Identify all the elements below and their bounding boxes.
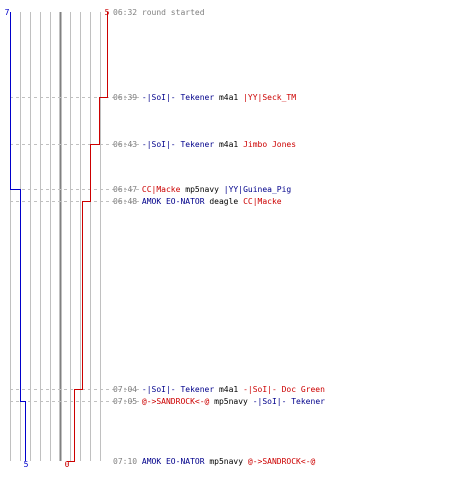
- event-part: m4a1: [214, 93, 243, 102]
- event-time: 07:10: [113, 457, 142, 466]
- event-part: m4a1: [214, 140, 243, 149]
- event-row: 07:04 -|SoI|- Tekener m4a1 -|SoI|- Doc G…: [113, 385, 325, 394]
- blue-team-line: [10, 12, 26, 461]
- event-part: -|SoI|- Tekener: [142, 93, 214, 102]
- event-part: -|SoI|- Tekener: [142, 385, 214, 394]
- event-part: mp5navy: [205, 457, 248, 466]
- event-part: mp5navy: [209, 397, 252, 406]
- event-time: 06:39: [113, 93, 142, 102]
- event-part: AMOK EO-NATOR: [142, 197, 205, 206]
- event-part: |YY|Guinea_Pig: [224, 185, 292, 194]
- event-part: -|SoI|- Doc Green: [243, 385, 325, 394]
- event-row: 06:39 -|SoI|- Tekener m4a1 |YY|Seck_TM: [113, 93, 296, 102]
- event-row: 06:43 -|SoI|- Tekener m4a1 Jimbo Jones: [113, 140, 296, 149]
- event-time: 07:04: [113, 385, 142, 394]
- event-part: round started: [142, 8, 205, 17]
- event-part: -|SoI|- Tekener: [142, 140, 214, 149]
- event-part: CC|Macke: [243, 197, 282, 206]
- event-time: 06:43: [113, 140, 142, 149]
- event-part: |YY|Seck_TM: [243, 93, 296, 102]
- event-part: Jimbo Jones: [243, 140, 296, 149]
- event-dash-lines: [10, 97, 140, 402]
- blue-start-score: 7: [5, 8, 10, 17]
- event-time: 07:05: [113, 397, 142, 406]
- timeline-grid: [10, 12, 101, 461]
- event-part: CC|Macke: [142, 185, 181, 194]
- red-end-score: 0: [65, 460, 70, 469]
- event-part: mp5navy: [180, 185, 223, 194]
- blue-end-score: 5: [24, 460, 29, 469]
- event-row: 07:05 @->SANDROCK<-@ mp5navy -|SoI|- Tek…: [113, 397, 325, 406]
- event-row: 06:32 round started: [113, 8, 205, 17]
- event-part: @->SANDROCK<-@: [248, 457, 316, 466]
- event-time: 06:48: [113, 197, 142, 206]
- event-part: deagle: [205, 197, 244, 206]
- event-part: AMOK EO-NATOR: [142, 457, 205, 466]
- event-row: 06:48 AMOK EO-NATOR deagle CC|Macke: [113, 197, 282, 206]
- event-part: -|SoI|- Tekener: [253, 397, 325, 406]
- red-team-line: [67, 12, 108, 462]
- event-log: 06:32 round started 06:39 -|SoI|- Tekener…: [113, 8, 325, 466]
- event-row: 06:47 CC|Macke mp5navy |YY|Guinea_Pig: [113, 185, 291, 194]
- red-start-score: 5: [105, 8, 110, 17]
- event-row: 07:10 AMOK EO-NATOR mp5navy @->SANDROCK<…: [113, 457, 316, 466]
- event-time: 06:32: [113, 8, 142, 17]
- event-part: m4a1: [214, 385, 243, 394]
- event-time: 06:47: [113, 185, 142, 194]
- event-part: @->SANDROCK<-@: [142, 397, 210, 406]
